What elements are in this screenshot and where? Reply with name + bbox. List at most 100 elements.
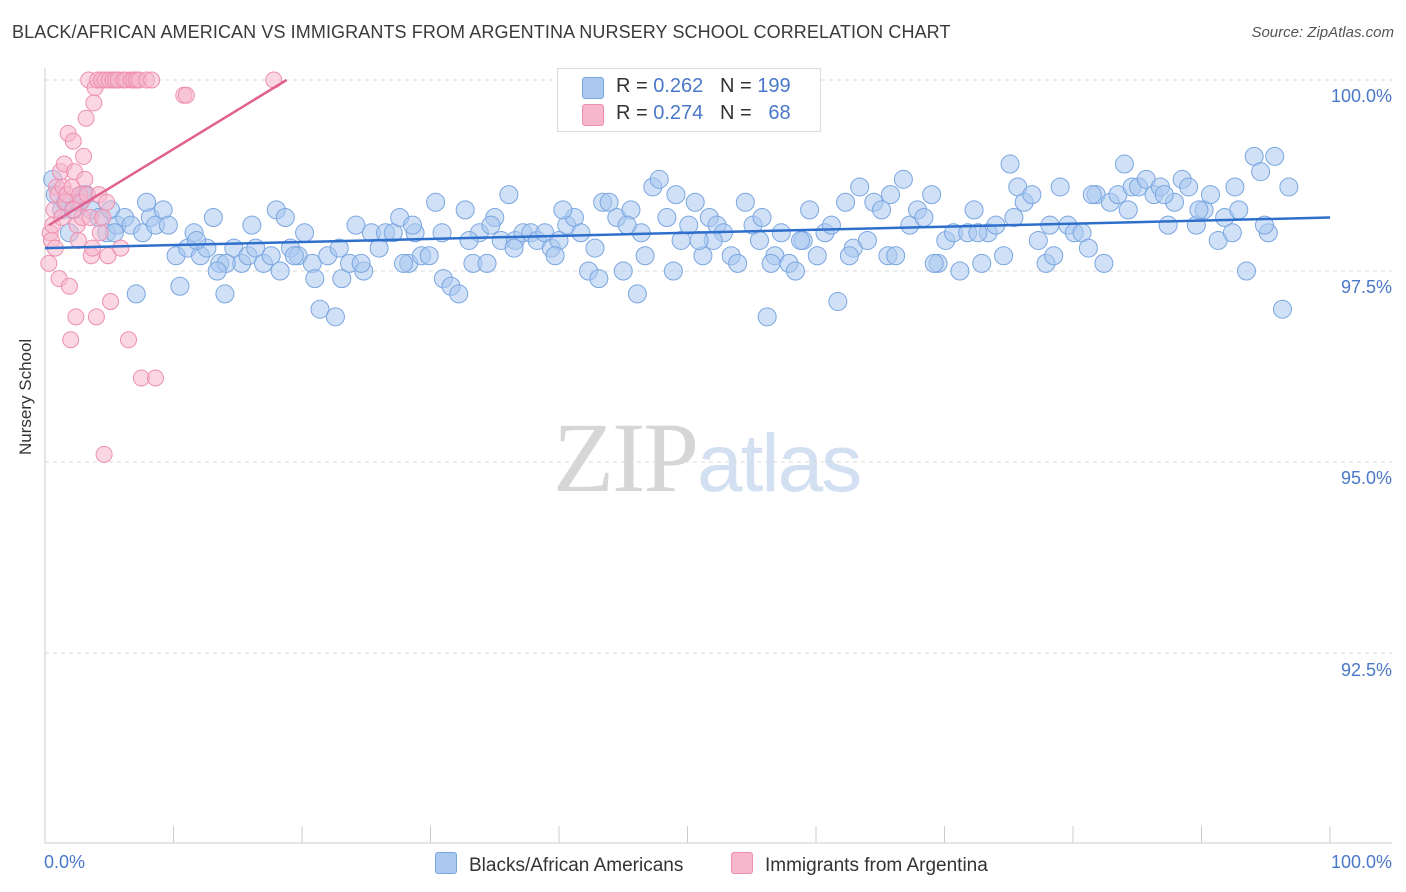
blacks-point <box>1179 177 1199 197</box>
blacks-point <box>1154 185 1174 205</box>
blacks-point <box>968 223 988 243</box>
blacks-point <box>351 253 371 273</box>
blacks-point <box>1000 154 1020 174</box>
argentina-point <box>62 331 80 349</box>
blacks-point <box>821 215 841 235</box>
watermark: ZIPatlas <box>553 400 862 515</box>
blacks-point <box>785 261 805 281</box>
watermark-zip: ZIP <box>553 402 699 513</box>
blacks-point <box>1251 162 1271 182</box>
blacks-point <box>914 208 934 228</box>
r-label: R = <box>616 75 648 97</box>
n-value: 68 <box>768 102 791 124</box>
blacks-point <box>481 215 501 235</box>
blacks-point <box>455 200 475 220</box>
blacks-point <box>1118 200 1138 220</box>
correlation-legend: R = 0.262 N = 199 R = 0.274 N = 68 <box>557 68 821 132</box>
blue-swatch <box>582 77 604 99</box>
blacks-point <box>187 230 207 250</box>
blacks-point <box>1158 215 1178 235</box>
legend-text: R = 0.262 N = 199 <box>616 75 791 98</box>
blacks-point <box>394 253 414 273</box>
blacks-point <box>685 192 705 212</box>
blacks-point <box>419 246 439 266</box>
y-tick-label: 100.0% <box>1330 86 1392 106</box>
blacks-point <box>886 246 906 266</box>
legend-label: Immigrants from Argentina <box>765 855 988 876</box>
argentina-point <box>87 308 105 326</box>
blacks-point <box>994 246 1014 266</box>
argentina-point <box>85 94 103 112</box>
blacks-point <box>679 215 699 235</box>
r-label: R = <box>616 102 648 124</box>
blacks-point <box>627 284 647 304</box>
argentina-point <box>102 293 120 311</box>
blacks-point <box>426 192 446 212</box>
blacks-point <box>657 208 677 228</box>
argentina-point <box>95 445 113 463</box>
source-label: Source: ZipAtlas.com <box>1251 24 1394 41</box>
blacks-point <box>270 261 290 281</box>
chart-title: BLACK/AFRICAN AMERICAN VS IMMIGRANTS FRO… <box>12 22 951 42</box>
blacks-point <box>137 192 157 212</box>
blacks-point <box>459 230 479 250</box>
r-value: 0.262 <box>653 75 704 97</box>
blue-swatch <box>435 852 457 874</box>
blacks-point <box>1189 200 1209 220</box>
blacks-point <box>857 230 877 250</box>
blacks-point <box>571 223 591 243</box>
blacks-point <box>613 261 633 281</box>
blacks-point <box>1200 185 1220 205</box>
argentina-point <box>94 209 112 227</box>
blacks-point <box>325 307 345 327</box>
argentina-point <box>132 369 150 387</box>
blacks-point <box>545 246 565 266</box>
blacks-point <box>800 200 820 220</box>
argentina-point <box>75 147 93 165</box>
y-tick-label: 97.5% <box>1340 277 1392 297</box>
blacks-point <box>305 269 325 289</box>
blacks-point <box>735 192 755 212</box>
blacks-point <box>275 208 295 228</box>
blacks-point <box>1225 177 1245 197</box>
x-tick-label: 0.0% <box>44 852 86 872</box>
pink-swatch <box>731 852 753 874</box>
y-axis-label: Nursery School <box>16 338 35 455</box>
blacks-point <box>1229 200 1249 220</box>
blacks-point <box>477 253 497 273</box>
argentina-point <box>40 254 58 272</box>
blacks-point <box>791 230 811 250</box>
blacks-point <box>504 238 524 258</box>
argentina-point <box>98 193 116 211</box>
legend-text: R = 0.274 N = 68 <box>616 102 791 125</box>
blacks-point <box>1272 299 1292 319</box>
blacks-point <box>310 299 330 319</box>
legend-item-blacks: Blacks/African Americans <box>435 852 683 877</box>
blacks-point <box>1050 177 1070 197</box>
blacks-point <box>1004 208 1024 228</box>
blacks-point <box>972 253 992 273</box>
blacks-point <box>215 284 235 304</box>
blacks-point <box>449 284 469 304</box>
blacks-point <box>881 185 901 205</box>
blacks-point <box>807 246 827 266</box>
blacks-point <box>242 215 262 235</box>
r-value: 0.274 <box>653 102 704 124</box>
blacks-trend-line <box>44 216 1331 250</box>
blacks-point <box>761 253 781 273</box>
blacks-point <box>589 269 609 289</box>
blacks-point <box>295 223 315 243</box>
blacks-point <box>599 192 619 212</box>
y-tick-label: 92.5% <box>1340 660 1392 680</box>
blacks-point <box>553 200 573 220</box>
blacks-point <box>771 223 791 243</box>
blacks-point <box>663 261 683 281</box>
blacks-point <box>203 208 223 228</box>
watermark-atlas: atlas <box>697 418 862 509</box>
y-tick-label: 95.0% <box>1340 468 1392 488</box>
blacks-point <box>666 185 686 205</box>
blacks-point <box>284 246 304 266</box>
blacks-point <box>1236 261 1256 281</box>
argentina-point <box>177 86 195 104</box>
argentina-point <box>77 109 95 127</box>
